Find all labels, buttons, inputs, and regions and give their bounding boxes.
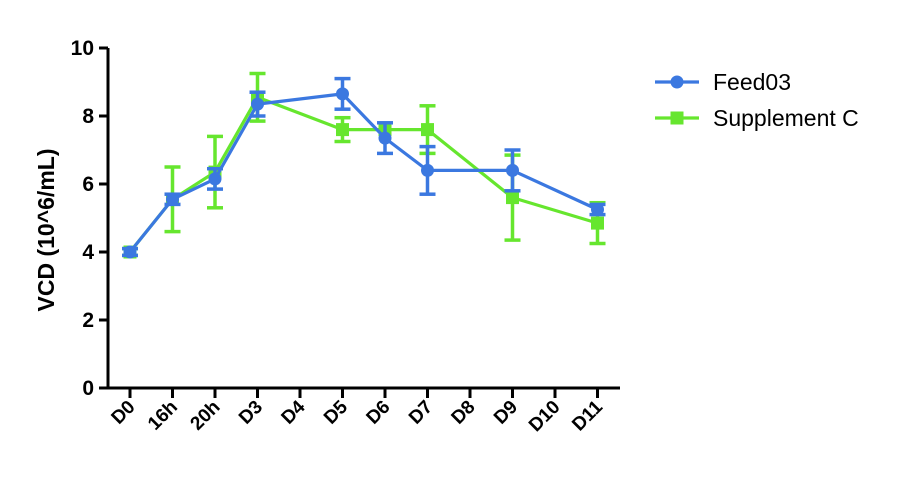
x-tick-label: 20h — [187, 397, 225, 435]
legend-label: Feed03 — [713, 69, 791, 95]
y-tick-label: 4 — [82, 241, 94, 264]
data-point — [123, 245, 137, 259]
x-tick-label: D8 — [448, 397, 480, 429]
data-point — [591, 203, 604, 216]
series-line — [128, 92, 599, 254]
legend-entry-feed03: Feed03 — [655, 69, 791, 95]
legend-label: Supplement C — [713, 105, 859, 131]
y-tick-label: 6 — [82, 173, 94, 196]
data-point — [506, 191, 519, 205]
series-supplement-c — [122, 71, 606, 259]
x-tick-label: D11 — [568, 396, 607, 435]
data-point — [591, 216, 604, 230]
legend-swatch-marker — [670, 111, 684, 125]
data-point — [378, 131, 392, 145]
data-point — [421, 163, 434, 177]
data-point — [336, 87, 349, 101]
x-tick-label: D6 — [363, 397, 395, 429]
x-tick-label: 16h — [144, 397, 182, 435]
series-feed03 — [122, 76, 606, 259]
y-tick-label: 8 — [82, 105, 94, 128]
x-tick-label: D7 — [405, 397, 437, 429]
data-point — [336, 123, 349, 137]
x-tick-label: D3 — [235, 397, 267, 429]
series-line — [128, 95, 598, 254]
y-tick-label: 10 — [71, 37, 94, 60]
y-axis-title: VCD (10^6/mL) — [33, 149, 59, 312]
legend-swatch-marker — [670, 75, 684, 89]
data-point — [506, 163, 519, 177]
x-tick-label: D0 — [108, 397, 140, 429]
legend-entry-supplement-c: Supplement C — [655, 105, 859, 131]
data-point — [421, 123, 434, 137]
series-layer — [122, 71, 606, 259]
x-tick-label: D5 — [320, 396, 352, 428]
legend: Feed03 Supplement C — [655, 69, 859, 131]
data-point — [251, 97, 264, 111]
y-tick-label: 2 — [82, 309, 94, 332]
x-tick-label: D4 — [278, 396, 310, 428]
x-tick-label: D9 — [490, 397, 522, 429]
data-point — [166, 192, 179, 206]
y-tick-label: 0 — [82, 377, 94, 400]
data-point — [208, 172, 222, 186]
x-tick-label: D10 — [525, 397, 564, 436]
